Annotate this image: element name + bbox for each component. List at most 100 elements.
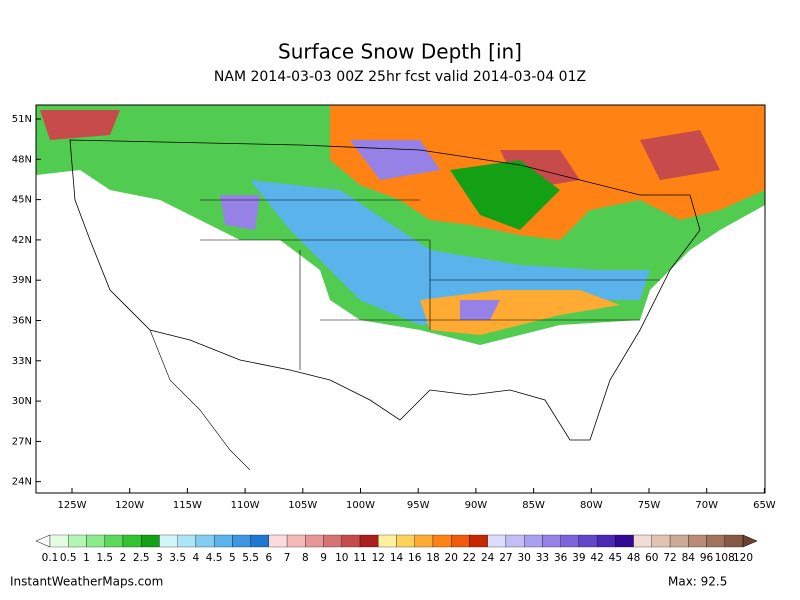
colorbar-label: 8 bbox=[302, 552, 309, 564]
colorbar-segment bbox=[177, 534, 197, 548]
snow-purple bbox=[220, 140, 500, 320]
source: InstantWeatherMaps.com bbox=[10, 575, 163, 589]
colorbar-segment bbox=[560, 534, 580, 548]
colorbar-under bbox=[35, 534, 51, 548]
colorbar-label: 120 bbox=[733, 552, 753, 564]
colorbar-segment bbox=[432, 534, 452, 548]
lon-label: 105W bbox=[288, 500, 317, 511]
colorbar-label: 11 bbox=[353, 552, 366, 564]
lat-label: 39N bbox=[12, 275, 32, 286]
colorbar-segment bbox=[578, 534, 598, 548]
colorbar-label: 1 bbox=[83, 552, 90, 564]
lat-label: 24N bbox=[12, 477, 32, 488]
colorbar-segment bbox=[86, 534, 105, 548]
snow-blue bbox=[250, 180, 650, 325]
colorbar-segment bbox=[378, 534, 397, 548]
axes: 51N 48N 45N 42N 39N 36N 33N 30N 27N 24N 125W 120W 11… bbox=[12, 114, 776, 511]
colorbar-label: 27 bbox=[499, 552, 512, 564]
lon-label: 85W bbox=[522, 500, 545, 511]
colorbar-segment bbox=[487, 534, 507, 548]
colorbar-label: 5 bbox=[229, 552, 236, 564]
colorbar-segment bbox=[469, 534, 488, 548]
colorbar-segment bbox=[232, 534, 251, 548]
colorbar-label: 4.5 bbox=[206, 552, 223, 564]
colorbar-label: 6 bbox=[265, 552, 272, 564]
colorbar-label: 10 bbox=[335, 552, 348, 564]
colorbar-label: 45 bbox=[609, 552, 622, 564]
colorbar-label: 33 bbox=[536, 552, 549, 564]
colorbar-segment bbox=[633, 534, 652, 548]
colorbar-label: 12 bbox=[372, 552, 385, 564]
colorbar-label: 0.5 bbox=[60, 552, 77, 564]
colorbar-segment bbox=[414, 534, 434, 548]
lon-label: 110W bbox=[231, 500, 260, 511]
lat-label: 30N bbox=[12, 396, 32, 407]
colorbar-label: 16 bbox=[408, 552, 422, 564]
colorbar-segment bbox=[596, 534, 616, 548]
lon-label: 125W bbox=[58, 500, 87, 511]
borders bbox=[149, 199, 660, 471]
lat-label: 36N bbox=[12, 316, 32, 327]
colorbar-label: 3 bbox=[156, 552, 163, 564]
colorbar-label: 42 bbox=[590, 552, 603, 564]
max-value: Max: 92.5 bbox=[668, 575, 727, 589]
colorbar-label: 7 bbox=[284, 552, 291, 564]
us-outline bbox=[69, 139, 701, 441]
colorbar-label: 108 bbox=[715, 552, 735, 564]
colorbar-label: 22 bbox=[463, 552, 476, 564]
lat-label: 51N bbox=[12, 114, 32, 125]
colorbar-label: 9 bbox=[320, 552, 327, 564]
colorbar-label: 5.5 bbox=[242, 552, 259, 564]
lat-label: 33N bbox=[12, 356, 32, 367]
colorbar-label: 2 bbox=[120, 552, 127, 564]
colorbar-segment bbox=[615, 534, 634, 548]
colorbar-segment bbox=[505, 534, 525, 548]
colorbar-label: 1.5 bbox=[96, 552, 113, 564]
colorbar-label: 20 bbox=[445, 552, 458, 564]
colorbar-label: 18 bbox=[426, 552, 439, 564]
colorbar-label: 36 bbox=[554, 552, 568, 564]
colorbar-label: 0.1 bbox=[42, 552, 59, 564]
colorbar-segment bbox=[542, 534, 561, 548]
colorbar-over bbox=[742, 534, 758, 548]
lat-label: 45N bbox=[12, 195, 32, 206]
lon-label: 100W bbox=[346, 500, 375, 511]
lon-label: 65W bbox=[753, 500, 776, 511]
lat-label: 42N bbox=[12, 235, 32, 246]
lon-label: 75W bbox=[638, 500, 661, 511]
lon-label: 95W bbox=[407, 500, 430, 511]
subtitle: NAM 2014-03-03 00Z 25hr fcst valid 2014-… bbox=[214, 69, 586, 85]
map bbox=[35, 104, 766, 494]
lon-label: 90W bbox=[465, 500, 488, 511]
colorbar-segment bbox=[122, 534, 142, 548]
colorbar-segment bbox=[524, 534, 543, 548]
great-lakes bbox=[450, 160, 560, 230]
snow-red bbox=[40, 110, 720, 190]
lon-label: 70W bbox=[695, 500, 718, 511]
colorbar-label: 30 bbox=[517, 552, 530, 564]
colorbar-segment bbox=[68, 534, 87, 548]
colorbar-segment bbox=[724, 534, 744, 548]
colorbar-segment bbox=[359, 534, 379, 548]
lon-label: 115W bbox=[173, 500, 202, 511]
lat-label: 27N bbox=[12, 436, 32, 447]
colorbar: 0.1 0.5 1 1.5 2 2.5 3 3.5 4 4.5 5 5.5 6 7 8 9 10 11 12 14 16… bbox=[35, 534, 758, 564]
colorbar-segment bbox=[159, 534, 178, 548]
colorbar-label: 72 bbox=[663, 552, 676, 564]
colorbar-segment bbox=[286, 534, 306, 548]
lat-label: 48N bbox=[12, 154, 32, 165]
colorbar-label: 96 bbox=[700, 552, 714, 564]
colorbar-segment bbox=[141, 534, 160, 548]
colorbar-label: 84 bbox=[682, 552, 696, 564]
colorbar-label: 3.5 bbox=[169, 552, 186, 564]
colorbar-segment bbox=[396, 534, 415, 548]
title: Surface Snow Depth [in] bbox=[278, 40, 522, 64]
colorbar-label: 48 bbox=[627, 552, 640, 564]
colorbar-label: 24 bbox=[481, 552, 495, 564]
colorbar-segment bbox=[651, 534, 671, 548]
colorbar-segment bbox=[305, 534, 324, 548]
colorbar-segment bbox=[268, 534, 288, 548]
map-frame bbox=[35, 104, 766, 494]
colorbar-label: 4 bbox=[193, 552, 200, 564]
lon-label: 80W bbox=[580, 500, 603, 511]
